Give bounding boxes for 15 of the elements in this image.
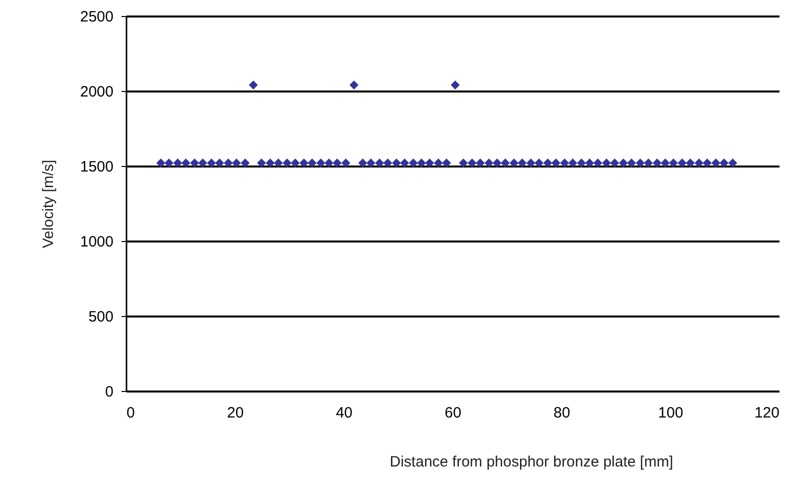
y-tick-label: 0 — [105, 384, 114, 400]
x-tick-label: 0 — [126, 404, 135, 422]
y-axis-title: Velocity [m/s] — [40, 160, 58, 248]
x-tick-label: 60 — [444, 404, 462, 422]
y-tick-label: 2000 — [80, 84, 114, 100]
x-tick-label: 40 — [336, 404, 353, 422]
x-tick-label: 120 — [754, 404, 780, 422]
y-tick-label: 500 — [88, 308, 114, 326]
x-axis-title: Distance from phosphor bronze plate [mm] — [390, 454, 674, 470]
x-tick-label: 80 — [553, 404, 570, 422]
x-tick-label: 100 — [658, 404, 684, 422]
y-tick-label: 1500 — [80, 158, 114, 176]
y-tick-label: 2500 — [80, 8, 114, 26]
x-tick-label: 20 — [226, 404, 244, 422]
y-tick-label: 1000 — [80, 234, 114, 250]
